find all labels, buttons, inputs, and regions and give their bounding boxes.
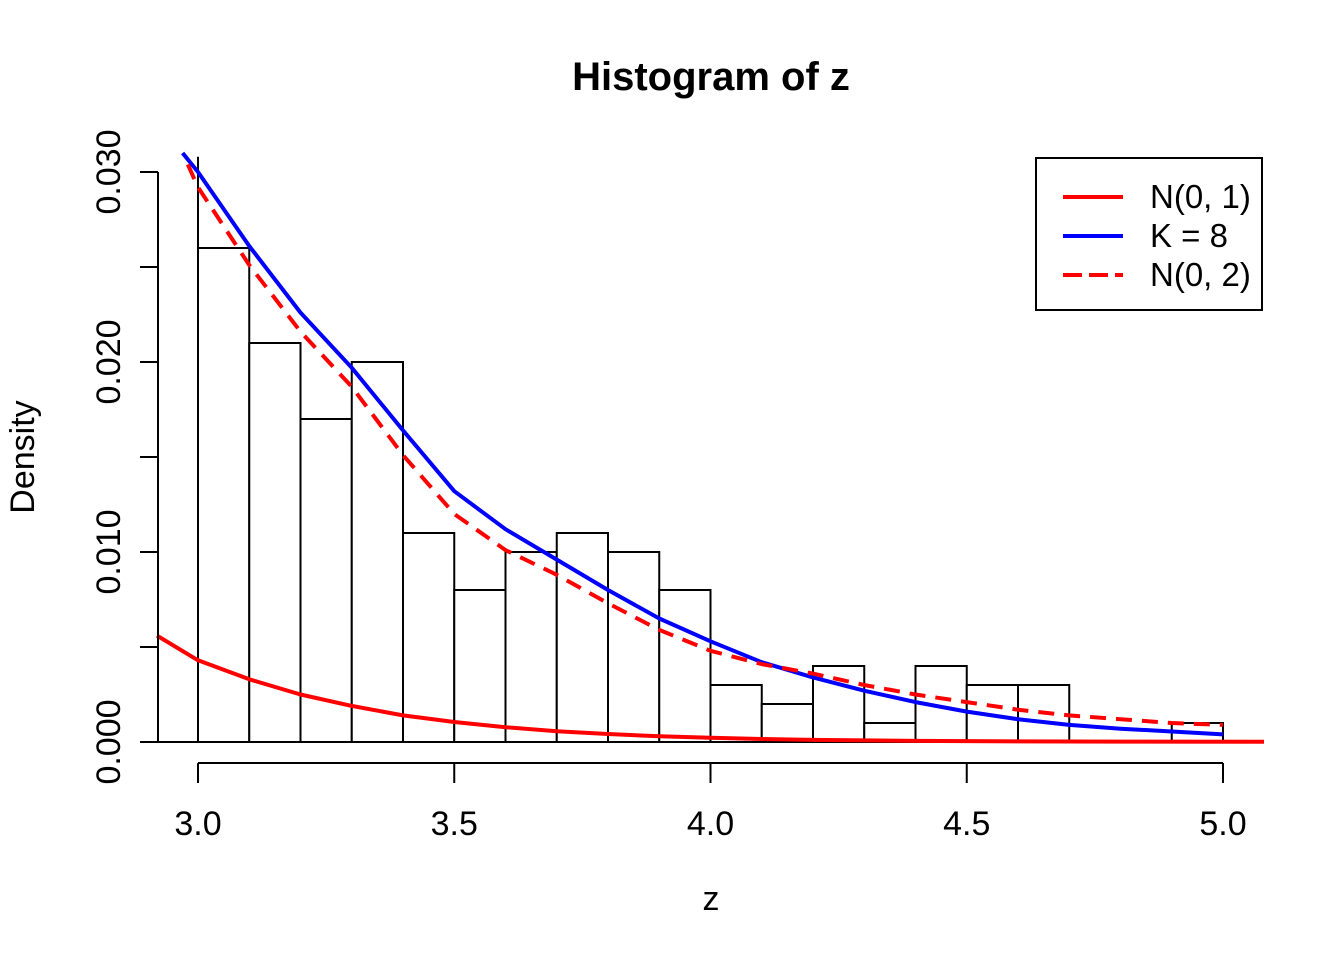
x-tick-label: 5.0 (1199, 805, 1246, 843)
plot-area: 3.0 3.5 4.0 4.5 5.0 0.000 0.010 0.020 0.030 (90, 129, 1265, 843)
curve-1-solid (181, 151, 1224, 737)
y-tick-label: 0.020 (90, 319, 128, 404)
x-tick-label: 3.5 (431, 805, 478, 843)
legend-item-n02: N(0, 2) (1063, 255, 1261, 294)
histogram-bar (709, 684, 763, 743)
y-tick-label: 0.010 (90, 509, 128, 594)
curve-0-solid (155, 633, 1265, 744)
legend-label-n02: N(0, 2) (1150, 256, 1251, 293)
histogram-bar (504, 551, 558, 743)
x-tick-label: 4.0 (687, 805, 734, 843)
curve-2-dashed (185, 163, 1224, 727)
x-tick-label: 3.0 (174, 805, 221, 843)
y-tick-label: 0.000 (90, 699, 128, 784)
blue-solid-line-icon (1063, 233, 1123, 238)
histogram-bar (658, 589, 712, 743)
histogram-bar (299, 418, 353, 743)
histogram-bar (607, 551, 661, 743)
y-tick-label: 0.030 (90, 129, 128, 214)
legend-item-n01: N(0, 1) (1063, 177, 1261, 216)
x-tick-label: 4.5 (943, 805, 990, 843)
histogram-bar (760, 703, 814, 743)
y-axis-label: Density (4, 400, 42, 513)
legend-label-n01: N(0, 1) (1150, 178, 1251, 215)
legend-label-k8: K = 8 (1150, 217, 1228, 254)
red-dashed-line-icon (1063, 272, 1123, 277)
legend: N(0, 1) K = 8 N(0, 2) (1035, 157, 1263, 311)
histogram-bar (555, 532, 609, 743)
histogram-bar (197, 247, 251, 743)
x-axis-label: z (703, 880, 720, 918)
chart-title: Histogram of z (572, 55, 850, 99)
red-solid-line-icon (1063, 194, 1123, 199)
legend-item-k8: K = 8 (1063, 216, 1261, 255)
histogram-bar (453, 589, 507, 743)
histogram-bar (248, 342, 302, 743)
histogram-bar (402, 532, 456, 743)
